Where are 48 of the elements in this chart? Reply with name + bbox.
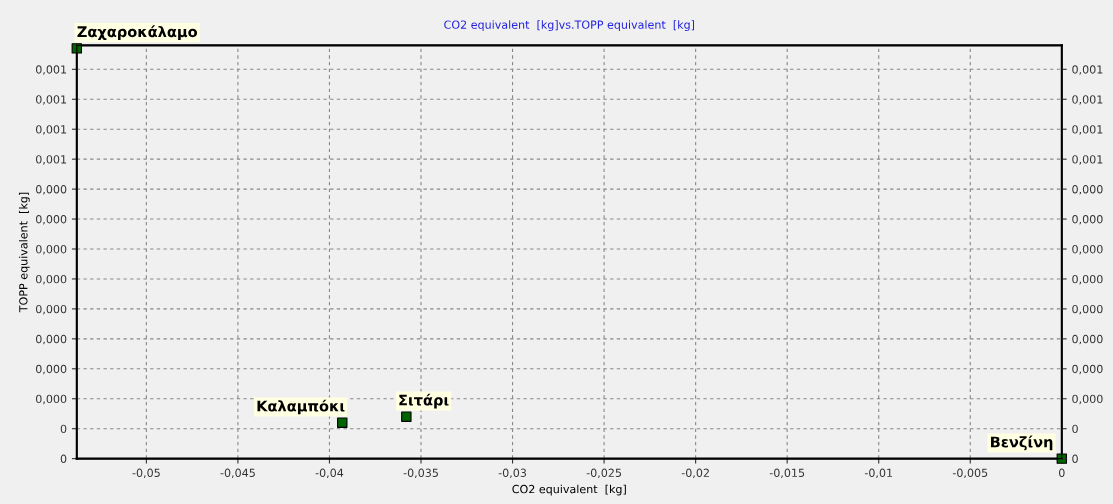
chart-title: CO2 equivalent [kg]vs.TOPP equivalent [kg]	[444, 20, 695, 31]
y2-tick-label: 0,001	[1072, 125, 1103, 135]
y-tick-label: 0,000	[36, 394, 67, 405]
point	[401, 411, 412, 422]
x-tick-label: -0,045	[220, 468, 255, 479]
y2-tick-label: 0,000	[1072, 334, 1103, 345]
y-tick-label: 0	[60, 454, 67, 464]
y-tick-label: 0,001	[36, 125, 67, 135]
y2-tick-label: 0,000	[1072, 244, 1103, 255]
annotation: Καλαμπόκι	[257, 399, 345, 415]
y2-tick-label: 0,000	[1072, 215, 1103, 225]
x-tick-label: -0,04	[315, 468, 344, 479]
y2-tick-label: 0,000	[1072, 394, 1103, 405]
y2-tick-label: 0	[1072, 424, 1078, 434]
y-tick-label: 0,000	[36, 274, 67, 285]
x-tick-label: -0,05	[132, 468, 160, 479]
x-tick-label: -0,025	[586, 468, 622, 479]
y-tick-label: 0,000	[36, 185, 67, 195]
x-tick-label: -0,035	[403, 468, 438, 479]
y2-tick-label: 0,001	[1072, 155, 1103, 165]
x-axis-title: CO2 equivalent [kg]	[512, 484, 626, 496]
x-tick-label: 0	[1059, 468, 1065, 477]
y2-tick-label: 0,000	[1072, 274, 1103, 285]
y2-tick-label: 0,000	[1072, 185, 1103, 195]
y-tick-label: 0,001	[36, 65, 67, 75]
y2-tick-label: 0,000	[1072, 364, 1103, 375]
annotation: Σιτάρι	[399, 393, 449, 409]
x-tick-label: -0,02	[681, 468, 709, 479]
x-tick-label: -0,03	[498, 468, 527, 479]
x-tick-label: -0,01	[864, 468, 893, 479]
y-tick-label: 0,001	[36, 155, 67, 165]
annotation: Βενζίνη	[991, 435, 1053, 451]
y-tick-label: 0	[60, 424, 67, 434]
annotation: Ζαχαροκάλαμο	[77, 25, 198, 41]
y-tick-label: 0,000	[36, 364, 67, 375]
y2-tick-label: 0,000	[1072, 304, 1103, 315]
y-tick-label: 0,000	[36, 215, 67, 225]
y2-tick-label: 0,001	[1072, 95, 1103, 105]
x-tick-label: -0,015	[769, 468, 805, 479]
y-axis-title: TOPP equivalent [kg]	[18, 192, 30, 313]
y-tick-label: 0,000	[36, 244, 67, 255]
y-tick-label: 0,000	[36, 334, 67, 345]
point	[337, 417, 348, 428]
x-tick-label: -0,005	[952, 468, 988, 479]
y-tick-label: 0,000	[36, 304, 67, 315]
y2-tick-label: 0	[1072, 454, 1078, 464]
y2-tick-label: 0,001	[1072, 65, 1103, 75]
y-tick-label: 0,001	[36, 95, 67, 105]
